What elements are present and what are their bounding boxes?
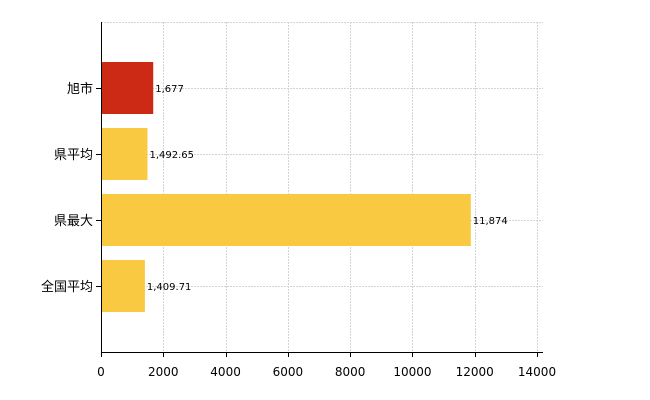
data-label: 1,409.71 [147, 282, 192, 293]
data-label: 1,492.65 [149, 150, 194, 161]
x-tick-label: 14000 [518, 365, 556, 379]
data-label: 1,677 [155, 84, 184, 95]
x-tick-label: 6000 [273, 365, 304, 379]
x-tick-label: 10000 [393, 365, 431, 379]
bar [101, 62, 154, 114]
bars [101, 62, 471, 312]
data-labels: 1,677 1,492.65 11,874 1,409.71 [147, 84, 508, 293]
grid-lines [101, 22, 543, 352]
x-tick-label: 4000 [210, 365, 241, 379]
x-tick-label: 8000 [335, 365, 366, 379]
x-tick-label: 12000 [456, 365, 494, 379]
category-label: 全国平均 [41, 279, 93, 295]
category-label: 県最大 [54, 214, 93, 229]
axes [96, 22, 543, 357]
bar [101, 194, 471, 246]
bar [101, 260, 145, 312]
x-tick-label: 0 [97, 365, 105, 379]
x-tick-label: 2000 [148, 365, 179, 379]
x-tick-labels: 0 2000 4000 6000 8000 10000 12000 14000 [97, 365, 556, 379]
category-label: 旭市 [67, 81, 93, 97]
bar [101, 128, 148, 180]
data-label: 11,874 [473, 216, 508, 227]
category-label: 県平均 [54, 148, 93, 163]
